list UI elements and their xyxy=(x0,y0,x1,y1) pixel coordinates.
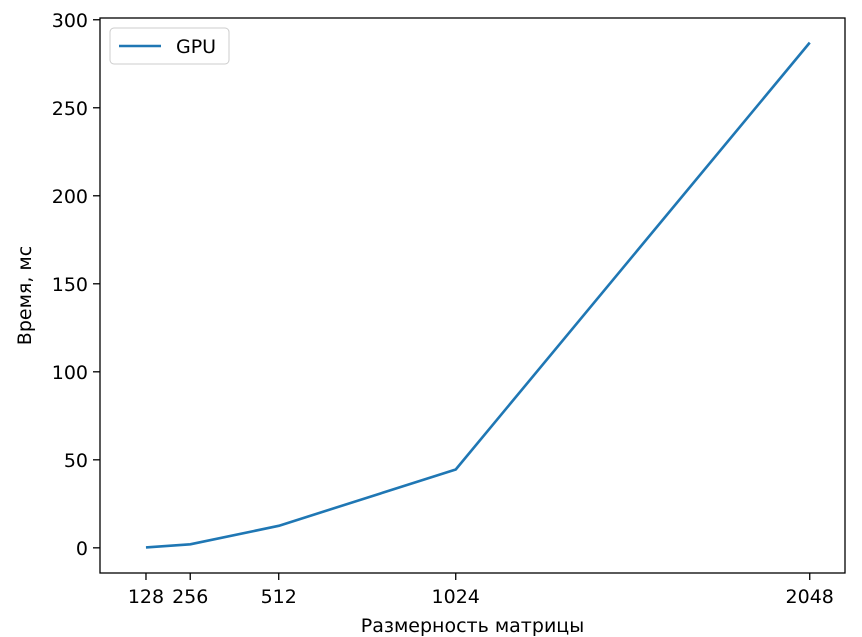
legend-box xyxy=(109,27,230,65)
y-tick-label: 100 xyxy=(52,362,88,384)
x-axis-ticks: 128 256 512 1024 2048 xyxy=(128,573,834,608)
series-layer xyxy=(145,41,811,549)
y-tick-label: 200 xyxy=(52,186,88,208)
plot-frame xyxy=(99,17,846,574)
y-axis-ticks: 0 50 100 150 200 250 300 xyxy=(52,10,100,560)
x-tick-label: 2048 xyxy=(786,586,834,608)
legend: GPU xyxy=(109,27,230,65)
x-axis-label: Размерность матрицы xyxy=(361,615,584,637)
x-tick-label: 256 xyxy=(172,586,208,608)
y-tick-label: 300 xyxy=(52,10,88,32)
y-tick-label: 50 xyxy=(64,450,88,472)
y-tick-label: 0 xyxy=(76,538,88,560)
y-tick-label: 150 xyxy=(52,274,88,296)
x-tick-label: 128 xyxy=(128,586,164,608)
x-tick-label: 1024 xyxy=(432,586,480,608)
x-tick-label: 512 xyxy=(261,586,297,608)
y-tick-label: 250 xyxy=(52,98,88,120)
legend-label-gpu: GPU xyxy=(176,36,216,58)
series-line-gpu xyxy=(145,41,811,549)
y-axis-label: Время, мс xyxy=(14,246,36,345)
